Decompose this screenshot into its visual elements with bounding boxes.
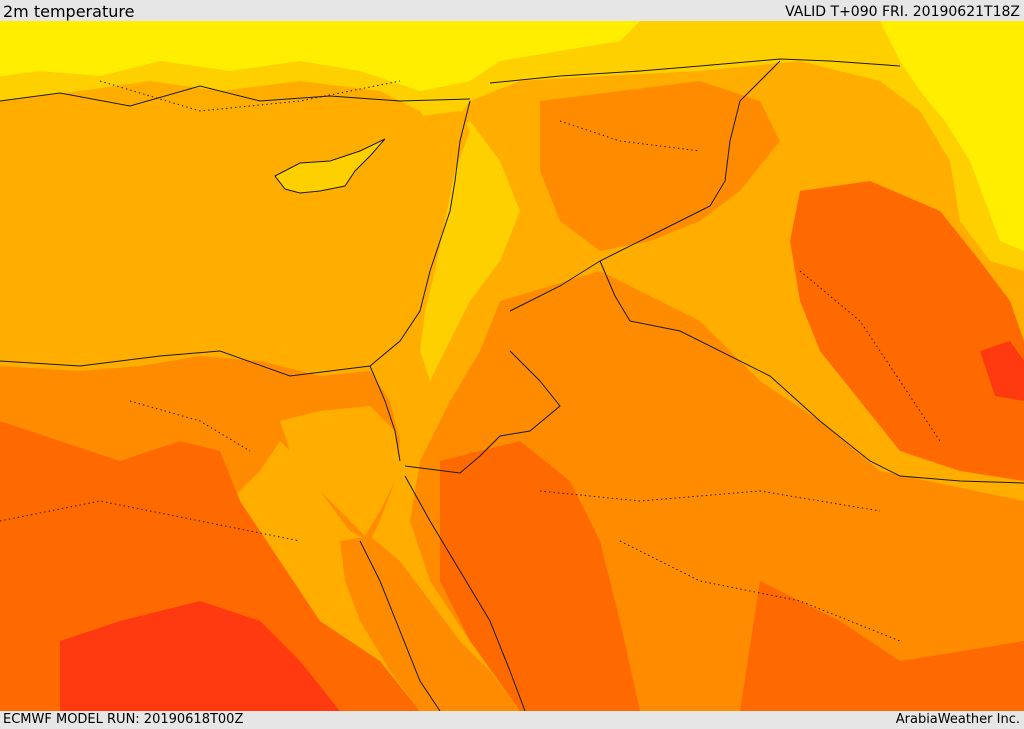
country-borders [369,58,1024,484]
yellow-region-north [0,21,1024,271]
bright-yellow-north [0,21,640,91]
border-jordan-saudi-west [404,350,561,474]
yellow-region-northeast [880,21,1024,251]
mediterranean-sea [0,91,470,371]
iraq-hottest [980,341,1024,401]
border-syria-north [489,58,901,84]
cyprus-island [274,138,386,194]
yellow-levant-coast [420,121,520,381]
saudi-hot [440,441,640,711]
header-bar: 2m temperature VALID T+090 FRI. 20190621… [0,0,1024,21]
border-jordan-saudi [629,320,1024,484]
red-sea [340,536,520,711]
temperature-map [0,21,1024,711]
coastlines [0,85,526,711]
admin-borders [0,80,941,642]
model-run-label: ECMWF MODEL RUN: 20190618T00Z [3,712,244,727]
credit-label: ArabiaWeather Inc. [895,712,1020,727]
iraq-hot [790,181,1024,481]
admin-border-7 [129,400,251,452]
admin-border-3 [619,540,901,642]
footer-bar: ECMWF MODEL RUN: 20190618T00Z ArabiaWeat… [0,711,1024,729]
coastline-turkey [0,85,471,107]
coastline-levant [0,100,471,377]
coastline-red-sea-east [404,475,526,711]
border-jordan-iraq [599,260,631,322]
border-syria-iraq [509,60,781,312]
admin-border-5 [559,120,701,152]
map-canvas [0,21,1024,711]
saudi-east-hot [740,581,1024,711]
valid-time-label: VALID T+090 FRI. 20190621T18Z [785,4,1020,20]
coastline-red-sea-west [359,540,441,711]
sinai-region [280,406,400,536]
border-egypt-israel [369,365,401,462]
map-title: 2m temperature [3,2,135,21]
hottest-region-southwest [60,601,340,711]
syria-orange [540,81,780,251]
admin-border-2 [539,490,881,512]
admin-border-1 [0,500,301,542]
